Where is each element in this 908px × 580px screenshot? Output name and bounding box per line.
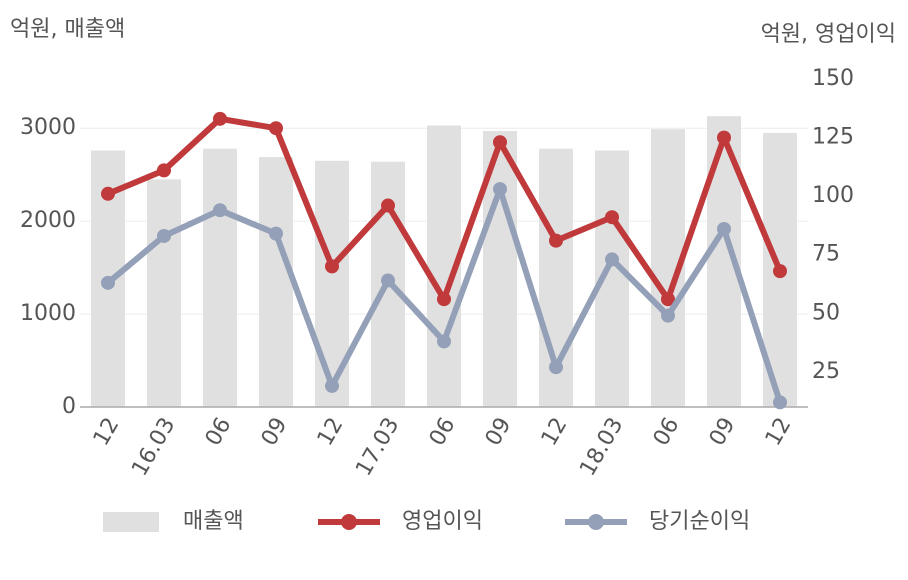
y2-tick-label: 150 xyxy=(812,66,854,91)
y2-tick-label: 125 xyxy=(812,125,854,150)
marker xyxy=(661,292,675,307)
x-tick-label: 12 xyxy=(313,414,349,451)
x-tick-label: 12 xyxy=(761,414,797,451)
x-tick-label: 16.03 xyxy=(127,414,180,481)
marker xyxy=(101,186,115,201)
marker xyxy=(717,130,731,145)
marker xyxy=(157,163,171,178)
marker xyxy=(605,210,619,225)
legend-swatch xyxy=(103,512,159,532)
marker xyxy=(661,308,675,323)
marker xyxy=(605,252,619,267)
x-tick-label: 12 xyxy=(89,414,125,451)
y2-axis-title: 억원, 영업이익 xyxy=(761,22,896,47)
marker xyxy=(493,135,507,150)
marker xyxy=(213,111,227,126)
bar xyxy=(315,160,349,407)
y-axis-title: 억원, 매출액 xyxy=(10,17,125,42)
legend-label: 영업이익 xyxy=(402,509,483,534)
x-tick-label: 09 xyxy=(705,414,741,451)
x-tick-label: 06 xyxy=(201,414,237,451)
marker xyxy=(773,395,787,410)
marker xyxy=(493,182,507,197)
x-tick-label: 06 xyxy=(649,414,685,451)
bar xyxy=(147,179,181,407)
marker xyxy=(773,264,787,279)
marker xyxy=(269,226,283,241)
marker xyxy=(437,292,451,307)
y2-tick-label: 25 xyxy=(812,359,840,384)
y-tick-label: 1000 xyxy=(20,301,76,326)
marker xyxy=(325,259,339,274)
y-tick-label: 3000 xyxy=(20,115,76,140)
x-tick-label: 18.03 xyxy=(575,414,628,481)
marker xyxy=(717,221,731,236)
x-tick-label: 09 xyxy=(481,414,517,451)
marker xyxy=(157,228,171,243)
y2-tick-label: 50 xyxy=(812,300,840,325)
legend-label: 당기순이익 xyxy=(649,509,750,534)
x-tick-label: 06 xyxy=(425,414,461,451)
marker xyxy=(437,334,451,349)
bar xyxy=(259,157,293,407)
legend-marker xyxy=(588,514,604,530)
marker xyxy=(269,121,283,136)
marker xyxy=(325,378,339,393)
marker xyxy=(549,360,563,375)
y2-tick-label: 100 xyxy=(812,183,854,208)
marker xyxy=(549,233,563,248)
marker xyxy=(101,275,115,290)
marker xyxy=(381,273,395,288)
x-tick-label: 12 xyxy=(537,414,573,451)
y-tick-label: 0 xyxy=(62,394,76,419)
y2-tick-label: 75 xyxy=(812,242,840,267)
marker xyxy=(213,203,227,218)
y-tick-label: 2000 xyxy=(20,208,76,233)
bar xyxy=(203,148,237,407)
marker xyxy=(381,198,395,213)
x-tick-label: 17.03 xyxy=(351,414,404,481)
legend-marker xyxy=(341,514,357,530)
x-tick-label: 09 xyxy=(257,414,293,451)
legend-label: 매출액 xyxy=(183,509,244,534)
